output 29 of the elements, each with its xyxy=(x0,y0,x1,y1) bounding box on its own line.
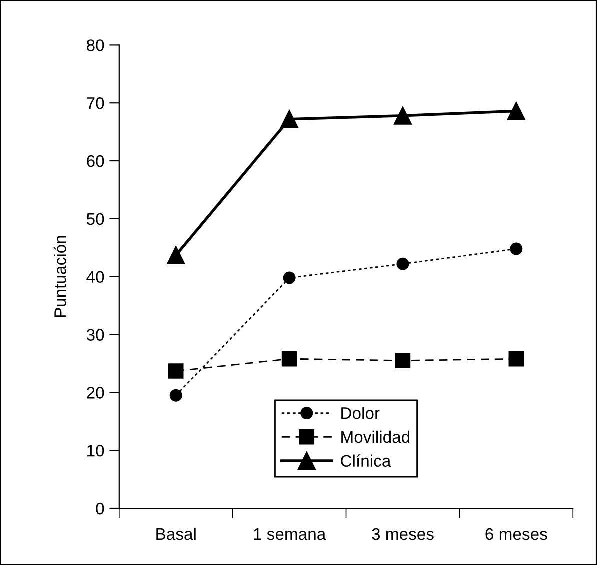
y-tick-label: 20 xyxy=(87,387,104,399)
legend-label: Dolor xyxy=(342,407,380,420)
y-tick-label: 60 xyxy=(87,155,104,168)
point xyxy=(507,102,526,120)
y-tick-label: 10 xyxy=(88,444,104,457)
y-tick-label: 80 xyxy=(87,40,104,52)
x-tick-label: 3 meses xyxy=(372,528,434,540)
y-tick-label: 40 xyxy=(86,271,104,284)
x-tick-label: 1 semana xyxy=(254,528,326,540)
point xyxy=(170,389,182,402)
point xyxy=(508,351,524,367)
point xyxy=(395,353,411,368)
legend-label: Clínica xyxy=(341,454,392,468)
y-tick-label: 0 xyxy=(96,502,104,515)
point xyxy=(280,110,299,128)
x-tick-label: Basal xyxy=(156,528,196,540)
legend-label: Movilidad xyxy=(342,430,410,444)
x-tick-label: 6 meses xyxy=(486,528,548,540)
point xyxy=(283,272,296,284)
point xyxy=(510,242,523,256)
point xyxy=(396,258,410,270)
point xyxy=(168,364,184,379)
point xyxy=(282,351,298,367)
point xyxy=(167,246,186,264)
point xyxy=(394,106,412,125)
y-axis-title: Puntuación xyxy=(54,236,66,318)
y-tick-label: 70 xyxy=(87,98,104,110)
y-tick-label: 50 xyxy=(86,213,104,226)
y-tick-label: 30 xyxy=(86,329,104,341)
